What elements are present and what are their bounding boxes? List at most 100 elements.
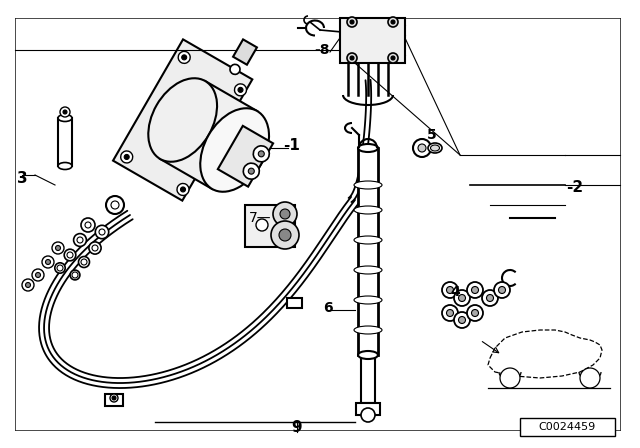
Circle shape: [92, 245, 98, 251]
Bar: [356, 403, 380, 415]
Circle shape: [180, 187, 186, 192]
Text: -1: -1: [284, 138, 300, 152]
Bar: [58, 118, 72, 166]
Text: 3: 3: [17, 171, 28, 185]
Circle shape: [454, 312, 470, 328]
Circle shape: [458, 294, 465, 302]
Bar: [340, 18, 405, 63]
Ellipse shape: [358, 144, 378, 152]
Text: C0024459: C0024459: [538, 422, 596, 432]
Circle shape: [273, 202, 297, 226]
Circle shape: [178, 52, 190, 63]
Circle shape: [280, 209, 290, 219]
Ellipse shape: [148, 78, 217, 162]
Circle shape: [32, 269, 44, 281]
Ellipse shape: [354, 206, 382, 214]
Circle shape: [271, 221, 299, 249]
Circle shape: [347, 17, 357, 27]
Circle shape: [418, 144, 426, 152]
Text: 4: 4: [450, 285, 460, 299]
Circle shape: [121, 151, 132, 163]
Circle shape: [55, 263, 65, 273]
Circle shape: [442, 305, 458, 321]
Circle shape: [580, 368, 600, 388]
Circle shape: [388, 17, 398, 27]
Circle shape: [243, 163, 259, 179]
Ellipse shape: [58, 163, 72, 169]
Ellipse shape: [58, 115, 72, 121]
Ellipse shape: [354, 326, 382, 334]
Circle shape: [454, 290, 470, 306]
Circle shape: [63, 110, 67, 114]
Circle shape: [67, 252, 73, 258]
Circle shape: [81, 218, 95, 232]
Circle shape: [81, 259, 87, 265]
Circle shape: [106, 196, 124, 214]
Text: 7—: 7—: [249, 211, 271, 225]
Ellipse shape: [354, 266, 382, 274]
Circle shape: [230, 65, 240, 74]
Circle shape: [110, 394, 118, 402]
Circle shape: [350, 20, 354, 24]
Circle shape: [52, 242, 64, 254]
Text: 5: 5: [427, 128, 437, 142]
Circle shape: [60, 107, 70, 117]
Circle shape: [442, 282, 458, 298]
Circle shape: [70, 270, 80, 280]
Circle shape: [89, 242, 101, 254]
Circle shape: [499, 287, 506, 293]
Text: -8: -8: [314, 43, 330, 57]
Circle shape: [74, 233, 86, 246]
Circle shape: [259, 151, 264, 157]
Ellipse shape: [200, 108, 269, 192]
Circle shape: [57, 265, 63, 271]
Circle shape: [238, 87, 243, 92]
Bar: [233, 39, 257, 65]
Circle shape: [486, 294, 493, 302]
Circle shape: [112, 396, 116, 400]
Circle shape: [413, 139, 431, 157]
Circle shape: [391, 20, 395, 24]
Text: 6: 6: [323, 301, 333, 315]
Circle shape: [26, 283, 31, 288]
Bar: [105, 394, 123, 406]
Circle shape: [279, 229, 291, 241]
Ellipse shape: [358, 351, 378, 359]
Ellipse shape: [431, 145, 440, 151]
Circle shape: [182, 55, 187, 60]
Text: 9: 9: [292, 419, 302, 435]
Circle shape: [347, 53, 357, 63]
Circle shape: [45, 259, 51, 264]
Circle shape: [472, 310, 479, 316]
Circle shape: [482, 290, 498, 306]
Circle shape: [95, 225, 109, 239]
Circle shape: [85, 222, 91, 228]
Bar: [287, 298, 302, 308]
Circle shape: [79, 257, 90, 267]
Text: -2: -2: [566, 180, 584, 194]
Bar: [160, 81, 257, 189]
Circle shape: [56, 246, 61, 250]
Circle shape: [500, 368, 520, 388]
Circle shape: [234, 84, 246, 96]
Circle shape: [177, 184, 189, 195]
Circle shape: [35, 272, 40, 277]
Ellipse shape: [354, 181, 382, 189]
Bar: [113, 39, 252, 201]
Circle shape: [361, 408, 375, 422]
Ellipse shape: [354, 236, 382, 244]
Bar: [245, 205, 295, 247]
Circle shape: [467, 282, 483, 298]
Circle shape: [388, 53, 398, 63]
Circle shape: [256, 219, 268, 231]
Circle shape: [472, 287, 479, 293]
Circle shape: [248, 168, 254, 174]
Bar: [358, 148, 378, 355]
Bar: [218, 126, 273, 187]
Bar: [520, 418, 615, 436]
Circle shape: [458, 316, 465, 323]
Circle shape: [111, 201, 119, 209]
Circle shape: [124, 155, 129, 159]
Circle shape: [447, 310, 454, 316]
Circle shape: [494, 282, 510, 298]
